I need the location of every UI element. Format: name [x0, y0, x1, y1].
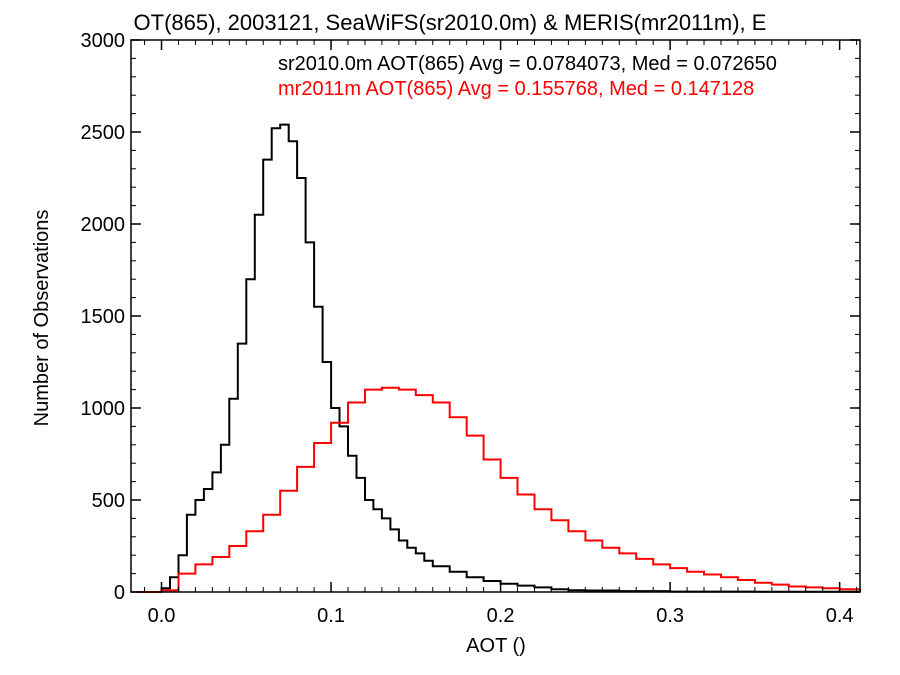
y-tick-label: 1500	[81, 306, 126, 328]
annotation-red: mr2011m AOT(865) Avg = 0.155768, Med = 0…	[278, 78, 754, 100]
plot-frame	[130, 39, 861, 593]
x-tick-label: 0.4	[826, 605, 854, 627]
y-tick-label: 2000	[81, 214, 126, 236]
y-tick-label: 1000	[81, 398, 126, 420]
x-axis-label: AOT ()	[466, 635, 526, 657]
series-layer	[136, 123, 861, 593]
chart-title: OT(865), 2003121, SeaWiFS(sr2010.0m) & M…	[134, 10, 767, 35]
annotation-black: sr2010.0m AOT(865) Avg = 0.0784073, Med …	[278, 53, 777, 75]
axes-layer: 0.0 0.1 0.2 0.3 0.4 0 500 1000 1500 2000 2500 3000	[81, 30, 861, 627]
y-tick-label: 0	[114, 582, 125, 604]
x-tick-label: 0.1	[317, 605, 345, 627]
x-tick-label: 0.2	[487, 605, 515, 627]
y-axis-label: Number of Observations	[31, 210, 53, 427]
y-tick-label: 3000	[81, 30, 126, 52]
series-line-1	[136, 386, 861, 593]
y-tick-label: 2500	[81, 122, 126, 144]
x-tick-label: 0.3	[656, 605, 684, 627]
x-tick-label: 0.0	[148, 605, 176, 627]
series-line-0	[136, 123, 861, 593]
y-tick-label: 500	[92, 490, 125, 512]
